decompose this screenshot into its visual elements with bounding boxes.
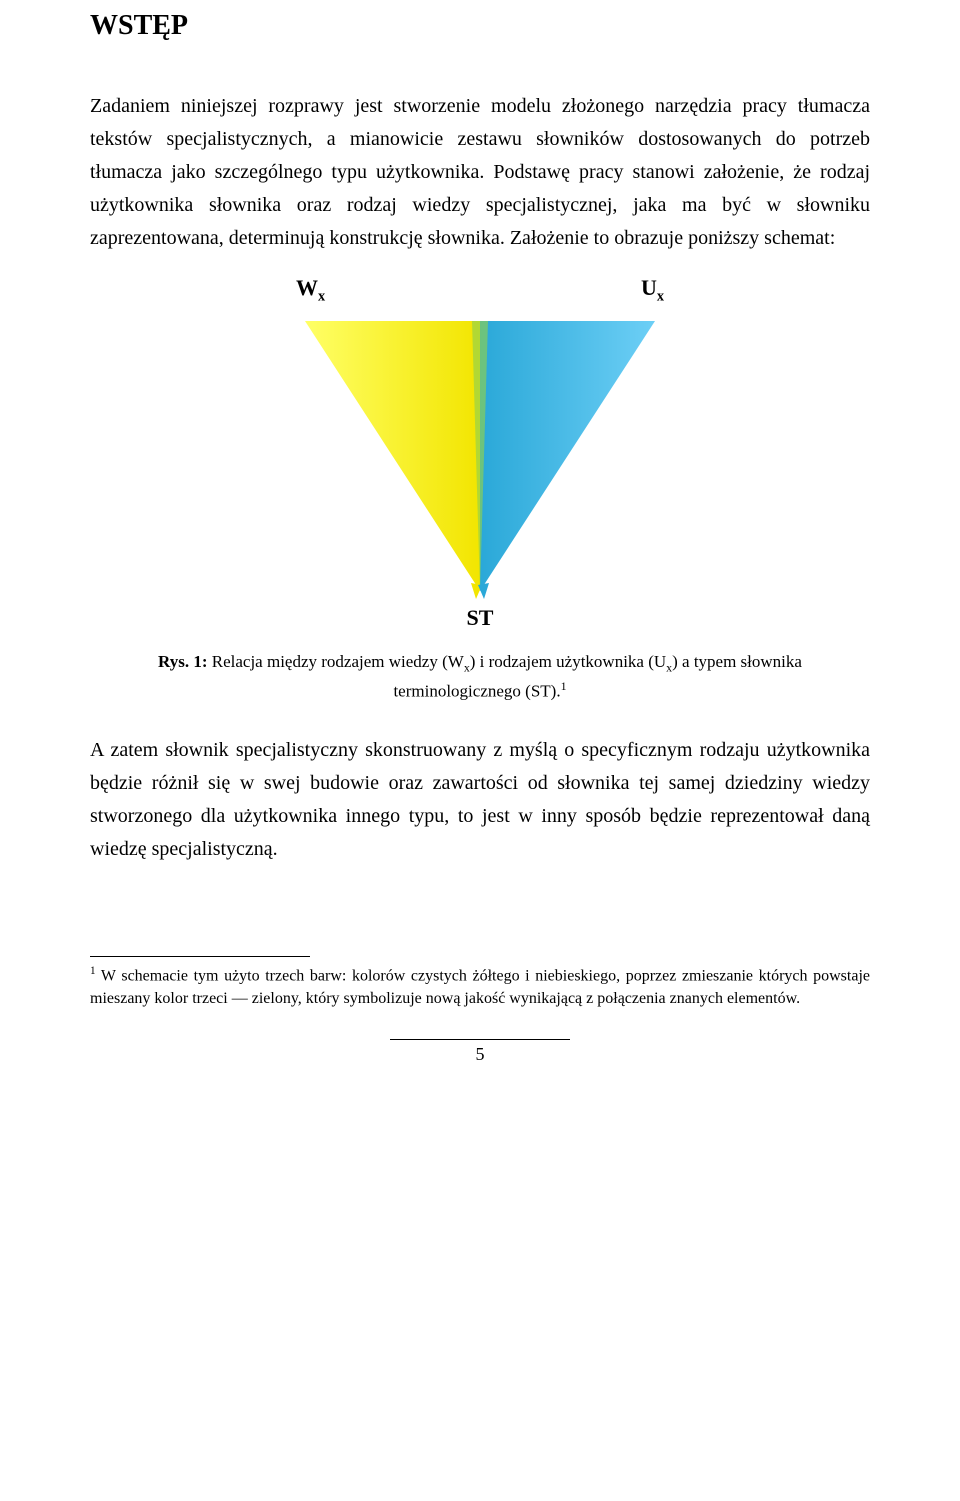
figure-caption: Rys. 1: Relacja między rodzajem wiedzy (… (130, 649, 830, 703)
paragraph-2: A zatem słownik specjalistyczny skonstru… (90, 734, 870, 866)
page-number-rule (390, 1039, 570, 1040)
diagram-label-ux: Ux (641, 275, 664, 305)
page: WSTĘP Zadaniem niniejszej rozprawy jest … (0, 0, 960, 1105)
heading-wstep: WSTĘP (90, 10, 870, 42)
diagram-label-st: ST (467, 605, 494, 631)
diagram-container: Wx Ux (90, 275, 870, 631)
diagram-label-wx: Wx (296, 275, 325, 305)
paragraph-1: Zadaniem niniejszej rozprawy jest stworz… (90, 90, 870, 255)
page-number: 5 (90, 1044, 870, 1065)
triangle-diagram (290, 311, 670, 601)
footnote-rule (90, 956, 310, 957)
diagram-top-labels: Wx Ux (290, 275, 670, 305)
footnote-1: 1 W schemacie tym użyto trzech barw: kol… (90, 963, 870, 1011)
